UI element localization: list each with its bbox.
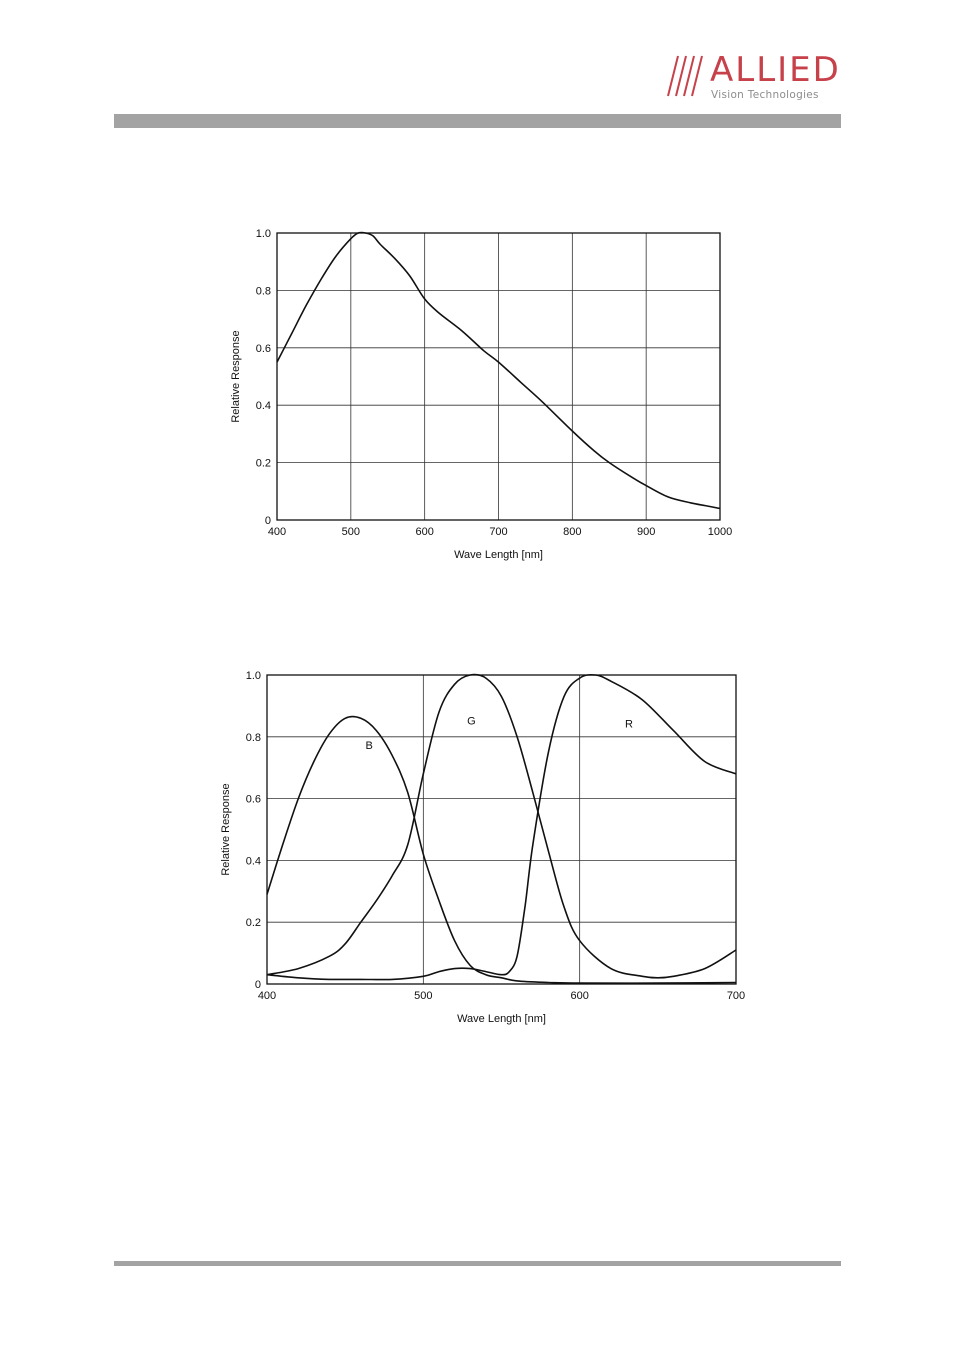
x-tick-label: 400 <box>268 526 286 538</box>
x-tick-label: 600 <box>415 526 433 538</box>
y-tick-label: 0.2 <box>246 917 261 929</box>
x-tick-label: 500 <box>414 990 432 1002</box>
logo-tagline: Vision Technologies <box>711 89 819 101</box>
monochrome-response-chart: 400 500 600 700 800 900 1000 0 0.2 0.4 0.6 0.8 1.0 Wa… <box>216 220 738 565</box>
logo-wordmark: ALLIED <box>710 50 841 90</box>
header-rule <box>114 114 841 128</box>
x-axis-label: Wave Length [nm] <box>457 1013 546 1025</box>
x-tick-label: 500 <box>342 526 360 538</box>
y-axis-label: Relative Response <box>220 783 232 875</box>
series-line-g <box>266 673 737 979</box>
series-label-g: G <box>467 715 476 727</box>
company-logo: ALLIED Vision Technologies <box>664 52 844 102</box>
series-label-b: B <box>365 740 372 752</box>
color-response-chart: 400 500 600 700 0 0.2 0.4 0.6 0.8 1.0 Wave Length … <box>207 660 752 1032</box>
y-tick-label: 0 <box>255 979 261 991</box>
x-tick-label: 600 <box>570 990 588 1002</box>
x-tick-label: 700 <box>489 526 507 538</box>
y-tick-label: 0.4 <box>246 855 261 867</box>
plot-frame <box>266 674 737 985</box>
series-line-b <box>266 715 737 984</box>
series-line-r <box>266 673 737 981</box>
y-tick-label: 0.6 <box>256 343 271 355</box>
x-tick-label: 800 <box>563 526 581 538</box>
x-tick-label: 400 <box>258 990 276 1002</box>
y-tick-label: 0.4 <box>256 400 271 412</box>
x-tick-label: 700 <box>727 990 745 1002</box>
y-tick-label: 0.8 <box>246 732 261 744</box>
y-axis-label: Relative Response <box>230 330 242 422</box>
series-line <box>276 231 721 510</box>
x-tick-label: 1000 <box>708 526 732 538</box>
footer-rule <box>114 1261 841 1266</box>
y-tick-label: 0 <box>265 515 271 527</box>
x-axis-label: Wave Length [nm] <box>454 549 543 561</box>
color-chart-svg: 400 500 600 700 0 0.2 0.4 0.6 0.8 1.0 Wave Length … <box>220 670 745 1025</box>
series-label-r: R <box>625 719 633 731</box>
y-tick-label: 0.6 <box>246 794 261 806</box>
logo-slashes-icon <box>667 55 703 97</box>
x-tick-label: 900 <box>637 526 655 538</box>
y-tick-label: 1.0 <box>246 670 261 682</box>
monochrome-chart-svg: 400 500 600 700 800 900 1000 0 0.2 0.4 0.6 0.8 1.0 Wa… <box>230 228 732 561</box>
y-tick-label: 0.8 <box>256 285 271 297</box>
plot-frame <box>276 232 721 521</box>
y-tick-label: 0.2 <box>256 458 271 470</box>
y-tick-label: 1.0 <box>256 228 271 240</box>
